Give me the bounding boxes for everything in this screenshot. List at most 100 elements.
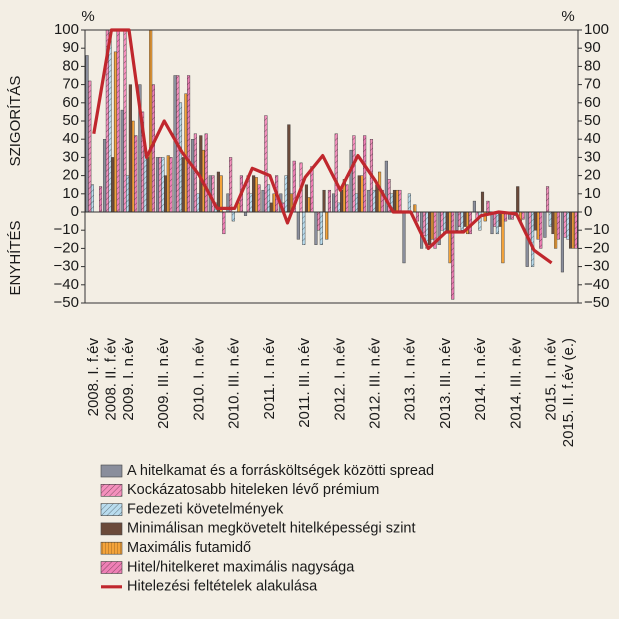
y-tick-label: −40 xyxy=(54,276,79,293)
y-tick-label: 10 xyxy=(62,185,79,202)
y-tick-label: −10 xyxy=(54,221,79,238)
bar xyxy=(304,184,308,213)
legend-swatch xyxy=(100,464,123,478)
y-tick-label: 40 xyxy=(62,130,79,147)
bar xyxy=(111,157,115,213)
bar-pattern xyxy=(563,212,567,238)
bar xyxy=(181,157,185,213)
y-tick-label: 30 xyxy=(62,148,79,165)
bar xyxy=(191,138,195,213)
legend-label: Minimálisan megkövetelt hitelképességi s… xyxy=(127,521,416,537)
bar xyxy=(103,138,107,213)
bar xyxy=(498,211,502,227)
bar xyxy=(340,189,344,213)
bar-pattern xyxy=(425,212,429,249)
legend-label: Hitel/hitelkeret maximális nagysága xyxy=(127,559,355,575)
bar xyxy=(332,193,336,213)
bar-pattern xyxy=(556,212,560,240)
bar-pattern xyxy=(390,193,394,212)
bar-pattern xyxy=(302,212,306,245)
y2-tick-label: −30 xyxy=(584,258,609,275)
bar xyxy=(543,211,547,238)
legend-swatch-pattern xyxy=(101,561,122,574)
bar xyxy=(392,189,397,213)
y2-tick-label: −40 xyxy=(584,276,609,293)
x-tick-label: 2015. II. f.év (e.) xyxy=(560,338,577,447)
bar-pattern xyxy=(328,190,331,212)
bar-pattern xyxy=(360,175,364,212)
y-tick-label: 90 xyxy=(62,39,79,56)
bar-pattern xyxy=(158,157,162,212)
bar-pattern xyxy=(337,202,341,212)
x-tick-label: 2010. III. n.év xyxy=(226,338,243,429)
legend-label: Fedezeti követelmények xyxy=(127,501,284,517)
y2-tick-label: 20 xyxy=(584,167,601,184)
bar xyxy=(402,211,406,264)
bar-pattern xyxy=(319,212,323,245)
y2-tick-label: 30 xyxy=(584,148,601,165)
legend-label: Maximális futamidő xyxy=(127,540,251,556)
plot-frame xyxy=(84,29,579,304)
y-tick-label: 70 xyxy=(62,76,79,93)
bar xyxy=(551,211,555,235)
bar-pattern xyxy=(460,212,464,231)
bar-pattern xyxy=(254,177,258,212)
bar-pattern xyxy=(284,175,288,212)
bar xyxy=(243,211,248,216)
y-tick-label: 100 xyxy=(54,21,79,38)
bar xyxy=(480,191,485,213)
bar-pattern xyxy=(378,171,381,212)
bar-pattern xyxy=(521,212,525,220)
bar-pattern xyxy=(422,212,426,236)
bar xyxy=(314,211,318,245)
bar-pattern xyxy=(475,212,479,220)
bar-pattern xyxy=(574,212,578,249)
x-tick-label: 2015. I. n.év xyxy=(543,338,560,421)
bar-pattern xyxy=(571,212,575,249)
bar-pattern xyxy=(257,184,261,212)
x-tick-label: 2009. III. n.év xyxy=(155,338,172,429)
bar-pattern xyxy=(169,157,173,212)
bar-pattern xyxy=(431,212,434,240)
y2-tick-label: −20 xyxy=(584,239,609,256)
y-unit-left: % xyxy=(81,8,94,25)
bar xyxy=(85,55,89,213)
y-tick-label: 60 xyxy=(62,94,79,111)
bar-pattern xyxy=(114,51,117,213)
bar-pattern xyxy=(187,75,190,212)
bar-pattern xyxy=(179,102,182,212)
bar-pattern xyxy=(458,212,461,227)
bar-pattern xyxy=(519,212,522,222)
y2-tick-label: 100 xyxy=(584,21,609,38)
bar-pattern xyxy=(231,212,235,222)
bar xyxy=(252,175,256,213)
bar-pattern xyxy=(126,175,130,212)
bar-pattern xyxy=(448,212,452,263)
bar-pattern xyxy=(468,212,472,234)
bar-pattern xyxy=(387,179,391,212)
bar xyxy=(367,189,371,213)
y-tick-label: 50 xyxy=(62,112,79,129)
bar-pattern xyxy=(363,135,367,212)
bar-pattern xyxy=(546,186,549,212)
bar xyxy=(164,175,168,213)
legend-label: Kockázatosabb hiteleken lévő prémium xyxy=(127,482,379,498)
bar-pattern xyxy=(211,175,215,212)
bar xyxy=(455,211,459,231)
bar-pattern xyxy=(395,190,399,212)
y-unit-right: % xyxy=(561,8,574,25)
bar-pattern xyxy=(408,193,411,212)
x-tick-label: 2009. I. n.év xyxy=(120,338,137,421)
bar-pattern xyxy=(486,201,490,212)
bar-pattern xyxy=(372,190,376,212)
y2-tick-label: 80 xyxy=(584,57,601,74)
bar xyxy=(146,157,150,213)
y-tick-label: −50 xyxy=(54,294,79,311)
bar xyxy=(349,149,353,213)
bar-pattern xyxy=(536,212,540,240)
bar-pattern xyxy=(99,186,102,212)
bar-pattern xyxy=(204,133,208,212)
bar-pattern xyxy=(123,30,127,212)
legend-label: Hitelezési feltételek alakulása xyxy=(127,579,318,595)
